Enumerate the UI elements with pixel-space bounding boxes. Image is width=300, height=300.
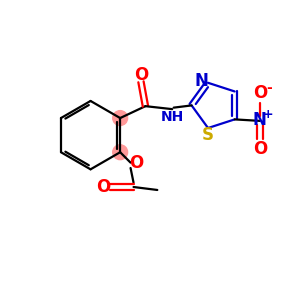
Text: NH: NH bbox=[161, 110, 184, 124]
Text: O: O bbox=[253, 84, 267, 102]
Text: O: O bbox=[134, 66, 148, 84]
Text: O: O bbox=[129, 154, 143, 172]
Text: S: S bbox=[202, 127, 214, 145]
Text: +: + bbox=[263, 108, 274, 121]
Circle shape bbox=[113, 145, 128, 160]
Text: N: N bbox=[195, 72, 208, 90]
Text: O: O bbox=[96, 178, 110, 196]
Text: -: - bbox=[266, 81, 272, 95]
Text: N: N bbox=[253, 111, 267, 129]
Circle shape bbox=[113, 111, 128, 125]
Text: O: O bbox=[253, 140, 267, 158]
